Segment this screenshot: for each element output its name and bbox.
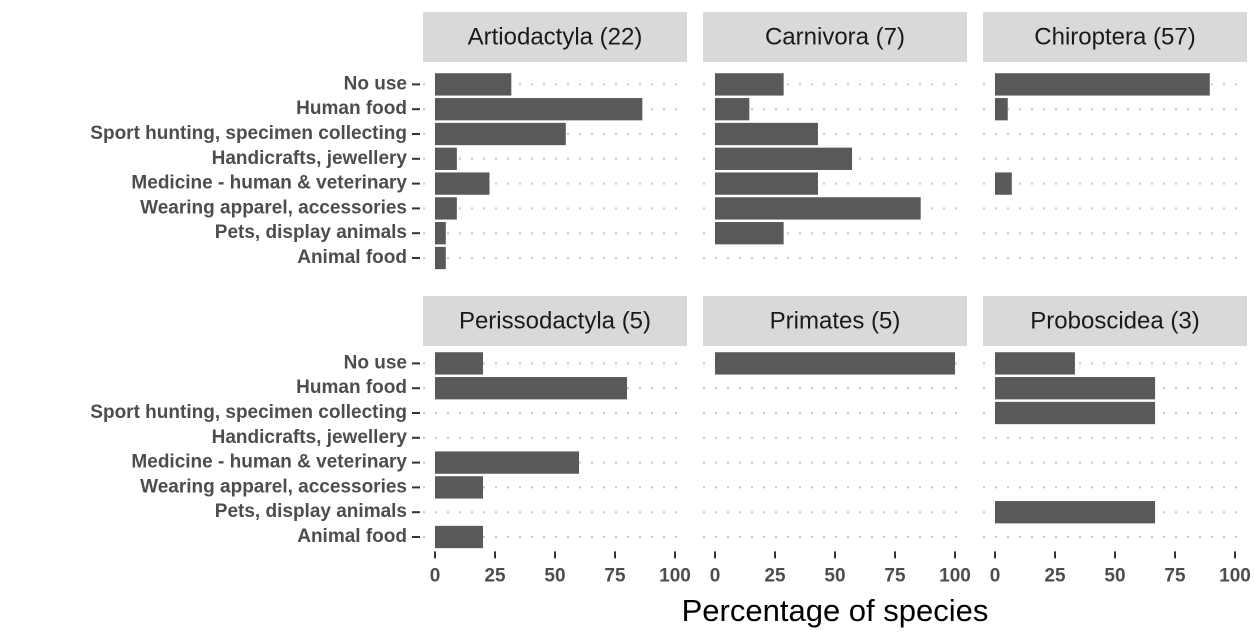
bar	[435, 122, 566, 146]
bar	[715, 197, 921, 220]
strip-background	[703, 12, 967, 62]
y-tick-label: Human food	[296, 377, 407, 398]
bar	[715, 172, 818, 195]
y-tick-label: Medicine - human & veterinary	[131, 452, 407, 473]
bar	[435, 352, 483, 375]
bar	[435, 222, 446, 245]
strip-background	[423, 12, 687, 62]
x-tick-label: 100	[939, 565, 971, 586]
facet-title: Chiroptera (57)	[1034, 23, 1195, 50]
facet-title: Artiodactyla (22)	[468, 23, 643, 50]
x-tick-label: 0	[430, 565, 441, 586]
y-tick-label: No use	[344, 352, 407, 373]
strip-background	[983, 12, 1247, 62]
x-tick-label: 25	[764, 565, 786, 586]
bar	[995, 377, 1156, 400]
bar	[995, 98, 1008, 121]
x-tick-label: 100	[1219, 565, 1251, 586]
y-tick-label: Animal food	[297, 247, 407, 268]
bar	[435, 172, 490, 195]
bar	[435, 451, 579, 474]
bar	[435, 525, 483, 549]
facet-title: Proboscidea (3)	[1030, 307, 1199, 334]
bar	[715, 222, 784, 245]
strip-background	[983, 296, 1247, 346]
facet-title: Perissodactyla (5)	[459, 307, 651, 334]
bar	[995, 352, 1075, 375]
y-tick-label: Handicrafts, jewellery	[212, 427, 408, 448]
y-tick-label: Wearing apparel, accessories	[140, 476, 407, 497]
bar	[715, 122, 818, 146]
bar	[715, 352, 955, 375]
x-tick-label: 0	[710, 565, 721, 586]
y-tick-label: Medicine - human & veterinary	[131, 173, 407, 194]
bar	[435, 73, 512, 96]
bar	[435, 377, 627, 400]
bar	[995, 401, 1156, 425]
y-tick-label: Sport hunting, specimen collecting	[90, 123, 407, 144]
y-tick-label: Sport hunting, specimen collecting	[90, 402, 407, 423]
y-tick-label: Human food	[296, 98, 407, 119]
bar	[435, 476, 483, 499]
x-tick-label: 75	[604, 565, 626, 586]
facet-title: Primates (5)	[770, 307, 901, 334]
bar	[435, 98, 643, 121]
bar	[715, 73, 784, 96]
facet-title: Carnivora (7)	[765, 23, 905, 50]
x-tick-label: 75	[1164, 565, 1186, 586]
bar	[995, 501, 1156, 524]
y-tick-label: Wearing apparel, accessories	[140, 197, 407, 218]
bar	[435, 246, 446, 270]
strip-background	[423, 296, 687, 346]
y-tick-label: No use	[344, 73, 407, 94]
bar	[435, 147, 457, 170]
x-tick-label: 75	[884, 565, 906, 586]
x-tick-label: 50	[1104, 565, 1125, 586]
bar	[435, 197, 457, 220]
bar	[995, 73, 1210, 96]
x-tick-label: 0	[990, 565, 1001, 586]
y-tick-label: Pets, display animals	[215, 222, 407, 243]
y-tick-label: Animal food	[297, 526, 407, 547]
x-tick-label: 100	[659, 565, 691, 586]
y-tick-label: Handicrafts, jewellery	[212, 148, 408, 169]
x-tick-label: 25	[484, 565, 506, 586]
strip-background	[703, 296, 967, 346]
x-tick-label: 25	[1044, 565, 1066, 586]
y-tick-label: Pets, display animals	[215, 501, 407, 522]
x-tick-label: 50	[824, 565, 845, 586]
x-tick-label: 50	[544, 565, 565, 586]
bar	[715, 147, 853, 170]
x-axis-title: Percentage of species	[682, 593, 989, 628]
bar	[995, 172, 1012, 195]
bar	[715, 98, 750, 121]
